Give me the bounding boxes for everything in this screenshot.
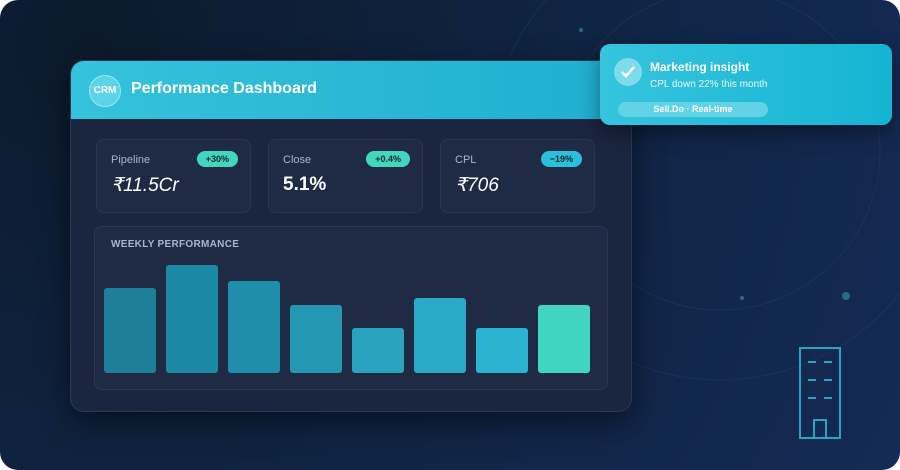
bar: [352, 328, 404, 373]
dot: [842, 292, 850, 300]
kpi-value: ₹11.5Cr: [111, 175, 179, 196]
kpi-card: Pipeline ₹11.5Cr +30%: [96, 139, 251, 213]
header-title: Performance Dashboard: [131, 80, 317, 97]
check-mark: [621, 66, 635, 78]
dot: [579, 28, 583, 32]
kpi-label: CPL: [455, 154, 477, 166]
kpi-card: Close 5.1% +0.4%: [268, 139, 423, 213]
notification-tag: Sell.Do · Real-time: [618, 102, 768, 117]
kpi-change: +30%: [196, 151, 238, 167]
chart: [104, 265, 590, 373]
notification-text: CPL down 22% this month: [650, 79, 768, 90]
kpi-card: CPL ₹706 −19%: [440, 139, 595, 213]
kpi-change: +0.4%: [366, 151, 410, 167]
bar: [228, 281, 280, 373]
bar: [414, 298, 466, 373]
kpi-change: −19%: [540, 151, 582, 167]
check-icon: [614, 58, 642, 86]
bar: [476, 328, 528, 373]
kpi-label: Pipeline: [111, 154, 151, 166]
dot: [740, 296, 744, 300]
building-door: [813, 419, 827, 439]
bar: [290, 305, 342, 373]
notification: Marketing insight CPL down 22% this mont…: [600, 44, 892, 125]
bar: [104, 288, 156, 373]
chart-title: WEEKLY PERFORMANCE: [111, 239, 240, 250]
bar: [538, 305, 590, 373]
header: CRM Performance Dashboard: [71, 61, 631, 119]
building-windows: [808, 361, 832, 399]
logo: CRM: [89, 75, 121, 107]
kpi-label: Close: [283, 154, 312, 166]
chart-panel: WEEKLY PERFORMANCE: [94, 226, 608, 390]
kpi-value: 5.1%: [283, 174, 327, 195]
dashboard-card: CRM Performance Dashboard Pipeline ₹11.5…: [70, 60, 632, 412]
notification-title: Marketing insight: [650, 60, 750, 74]
check-path: [621, 66, 635, 78]
kpi-value: ₹706: [455, 175, 499, 196]
bar: [166, 265, 218, 373]
building-icon: [799, 347, 841, 439]
